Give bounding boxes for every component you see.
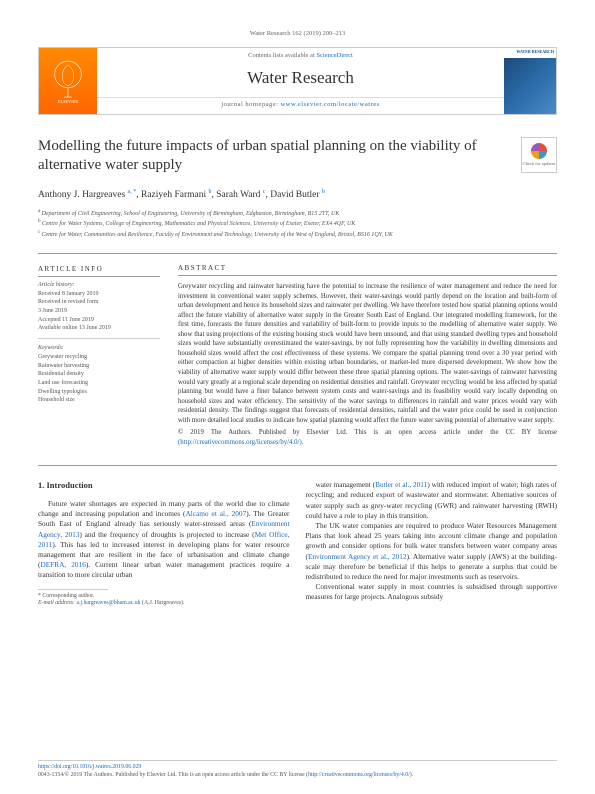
crossmark-icon: [531, 143, 547, 159]
copyright-text: 0043-1354/© 2019 The Authors. Published …: [38, 772, 308, 778]
body-paragraph: water management (Butler et al., 2011) w…: [306, 480, 558, 521]
sciencedirect-link[interactable]: ScienceDirect: [316, 52, 352, 59]
author-sup: c: [263, 189, 266, 195]
history-item: Received 8 January 2019: [38, 290, 160, 299]
affiliations: a Department of Civil Engineering, Schoo…: [38, 208, 557, 239]
journal-cover: WATER RESEARCH: [504, 48, 556, 114]
citation-link[interactable]: Alcamo et al., 2007: [185, 509, 246, 518]
tree-icon: ELSEVIER: [49, 57, 87, 105]
body-columns: 1. Introduction Future water shortages a…: [38, 480, 557, 608]
email-label: E-mail address:: [38, 600, 76, 606]
abstract-heading: ABSTRACT: [178, 264, 557, 276]
abstract-body: Greywater recycling and rainwater harves…: [178, 283, 557, 423]
history-item: 3 June 2019: [38, 307, 160, 316]
cover-image: [504, 58, 556, 114]
author-name: David Butler: [270, 190, 322, 200]
section-divider: [38, 465, 557, 466]
section-heading: 1. Introduction: [38, 480, 290, 492]
affiliation-line: c Centre for Water, Communities and Resi…: [38, 229, 557, 239]
footnote-divider: [38, 589, 108, 590]
section-number: 1.: [38, 480, 44, 490]
history-item: Available online 13 June 2019: [38, 324, 160, 333]
journal-header: ELSEVIER Contents lists available at Sci…: [38, 47, 557, 115]
email-suffix: (A.J. Hargreaves).: [141, 600, 185, 606]
license-text: © 2019 The Authors. Published by Elsevie…: [178, 429, 557, 436]
contents-line: Contents lists available at ScienceDirec…: [97, 52, 504, 61]
info-abstract-row: ARTICLE INFO Article history: Received 8…: [38, 253, 557, 447]
citation-link[interactable]: DEFRA, 2016: [40, 560, 85, 569]
homepage-line: journal homepage: www.elsevier.com/locat…: [97, 97, 504, 110]
title-row: Modelling the future impacts of urban sp…: [38, 137, 557, 176]
keyword-item: Land use forecasting: [38, 379, 160, 388]
body-paragraph: Conventional water supply in most countr…: [306, 582, 558, 602]
article-title: Modelling the future impacts of urban sp…: [38, 137, 521, 176]
journal-header-center: Contents lists available at ScienceDirec…: [97, 48, 504, 114]
author-sup: b: [209, 189, 212, 195]
keywords-label: Keywords:: [38, 344, 160, 353]
check-updates-button[interactable]: Check for updates: [521, 137, 557, 173]
citation-link[interactable]: Environment Agency, 2013: [38, 519, 290, 538]
email-link[interactable]: a.j.hargreaves@bham.ac.uk: [76, 600, 140, 606]
history-lines: Received 8 January 2019Received in revis…: [38, 290, 160, 333]
license-link[interactable]: (http://creativecommons.org/licenses/by/…: [178, 439, 303, 446]
copyright-suffix: ).: [410, 772, 413, 778]
journal-name: Water Research: [97, 67, 504, 90]
info-heading: ARTICLE INFO: [38, 264, 160, 277]
page-footer: https://doi.org/10.1016/j.watres.2019.06…: [38, 760, 557, 780]
header-citation: Water Research 162 (2019) 200–213: [38, 30, 557, 39]
keyword-item: Dwelling typologies: [38, 388, 160, 397]
cc-link[interactable]: http://creativecommons.org/licenses/by/4…: [308, 772, 410, 778]
history-label: Article history:: [38, 281, 160, 290]
author-name: Anthony J. Hargreaves: [38, 190, 128, 200]
author-name: Raziyeh Farmani: [141, 190, 209, 200]
history-item: Accepted 11 June 2019: [38, 316, 160, 325]
svg-text:ELSEVIER: ELSEVIER: [58, 99, 78, 104]
section-title: Introduction: [47, 480, 93, 490]
body-paragraph: Future water shortages are expected in m…: [38, 499, 290, 581]
contents-prefix: Contents lists available at: [248, 52, 316, 59]
keyword-item: Greywater recycling: [38, 353, 160, 362]
article-info: ARTICLE INFO Article history: Received 8…: [38, 264, 160, 447]
footnotes: * Corresponding author. E-mail address: …: [38, 593, 290, 608]
history-item: Received in revised form: [38, 298, 160, 307]
keyword-item: Residential density: [38, 370, 160, 379]
license-line: © 2019 The Authors. Published by Elsevie…: [178, 428, 557, 447]
info-divider: [38, 338, 160, 339]
keyword-item: Household size: [38, 396, 160, 405]
affiliation-line: b Centre for Water Systems, College of E…: [38, 218, 557, 228]
author-sup: b: [322, 189, 325, 195]
body-column-right: water management (Butler et al., 2011) w…: [306, 480, 558, 608]
body-paragraph: The UK water companies are required to p…: [306, 521, 558, 582]
homepage-link[interactable]: www.elsevier.com/locate/watres: [281, 101, 380, 108]
authors-line: Anthony J. Hargreaves a, *, Raziyeh Farm…: [38, 188, 557, 202]
citation-link[interactable]: Environment Agency et al., 2012: [308, 552, 407, 561]
elsevier-logo: ELSEVIER: [39, 48, 97, 114]
doi-link[interactable]: https://doi.org/10.1016/j.watres.2019.06…: [38, 764, 141, 770]
citation-link[interactable]: Butler et al., 2011: [375, 480, 427, 489]
abstract-text: Greywater recycling and rainwater harves…: [178, 282, 557, 447]
body-column-left: 1. Introduction Future water shortages a…: [38, 480, 290, 608]
check-updates-label: Check for updates: [523, 161, 556, 167]
homepage-prefix: journal homepage:: [221, 101, 280, 108]
keyword-item: Rainwater harvesting: [38, 362, 160, 371]
keyword-lines: Greywater recyclingRainwater harvestingR…: [38, 353, 160, 405]
affiliation-line: a Department of Civil Engineering, Schoo…: [38, 208, 557, 218]
author-sup: a, *: [128, 189, 137, 195]
abstract-column: ABSTRACT Greywater recycling and rainwat…: [178, 264, 557, 447]
author-name: Sarah Ward: [216, 190, 263, 200]
email-line: E-mail address: a.j.hargreaves@bham.ac.u…: [38, 600, 290, 608]
cover-label: WATER RESEARCH: [504, 48, 556, 58]
